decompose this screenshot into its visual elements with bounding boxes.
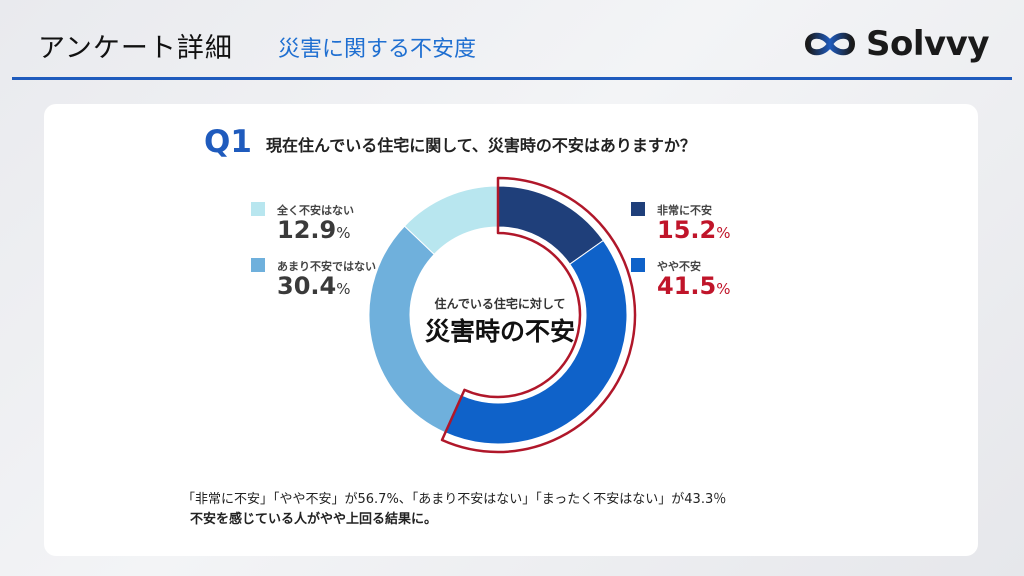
center-caption: 住んでいる住宅に対して [434, 297, 566, 311]
page-title: アンケート詳細 [38, 33, 233, 64]
summary-text: 「非常に不安」「やや不安」が56.7%、「あまり不安はない」「まったく不安はない… [182, 490, 726, 530]
legend-value-number: 15.2 [657, 216, 717, 244]
legend-label: 全く不安はない [277, 204, 354, 217]
donut-slice [368, 225, 463, 434]
legend-value-number: 30.4 [277, 272, 337, 300]
legend-value-unit: % [716, 224, 731, 242]
legend-label: あまり不安ではない [277, 260, 376, 273]
legend-label: 非常に不安 [657, 204, 712, 217]
legend-value: 15.2% [657, 216, 730, 244]
legend-value: 30.4% [277, 272, 350, 300]
summary-line-2: 不安を感じている人がやや上回る結果に。 [190, 512, 438, 527]
legend-value-number: 41.5 [657, 272, 717, 300]
legend-swatch [631, 258, 645, 272]
infinity-logo-icon [804, 32, 856, 56]
question-number: Q1 [204, 124, 252, 160]
legend-value-number: 12.9 [277, 216, 337, 244]
legend-swatch [251, 258, 265, 272]
highlight-outline [440, 176, 637, 454]
legend-value-unit: % [716, 280, 731, 298]
center-title: 災害時の不安 [424, 317, 575, 346]
legend-label: やや不安 [657, 260, 701, 273]
legend-value: 41.5% [657, 272, 730, 300]
donut-slice [444, 239, 628, 445]
header-divider [12, 77, 1012, 80]
page-subtitle: 災害に関する不安度 [278, 37, 477, 62]
brand-logo: Solvvy [802, 24, 990, 64]
legend-value-unit: % [336, 224, 351, 242]
summary-line-1: 「非常に不安」「やや不安」が56.7%、「あまり不安はない」「まったく不安はない… [182, 492, 727, 507]
question-text: 現在住んでいる住宅に関して、災害時の不安はありますか？ [266, 136, 696, 155]
legend-swatch [251, 202, 265, 216]
legend-value: 12.9% [277, 216, 350, 244]
legend-value-unit: % [336, 280, 351, 298]
legend-swatch [631, 202, 645, 216]
logo-text: Solvvy [866, 24, 990, 64]
